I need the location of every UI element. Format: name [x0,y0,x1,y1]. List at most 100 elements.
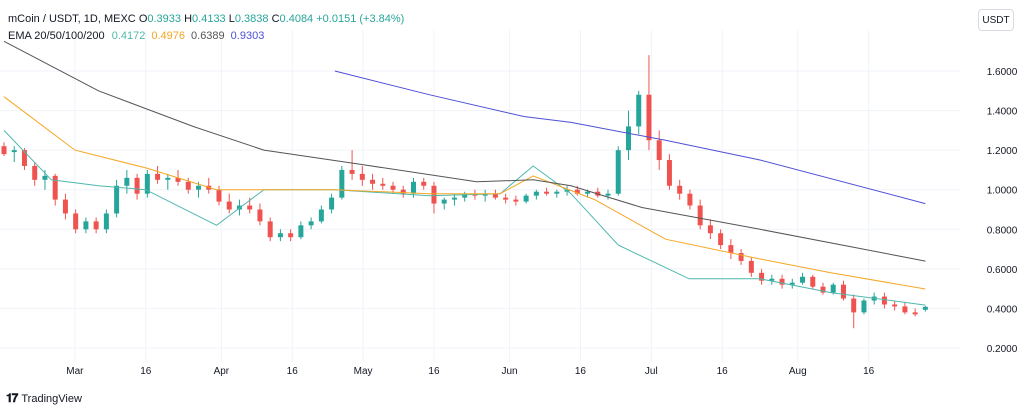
candlestick-series [1,55,928,329]
candle-body [185,181,191,190]
candle [11,146,17,163]
candle-body [308,221,314,226]
candle [677,179,683,200]
x-tick-label: Jun [502,366,518,377]
candle-body [400,189,406,194]
candle [134,173,140,200]
candle-body [687,193,693,206]
candle-body [277,233,283,238]
candle [840,280,846,301]
candle-body [677,185,683,194]
candle-body [411,181,416,194]
candle-body [83,221,89,230]
chart-legend: mCoin / USDT, 1D, MEXC O0.3933 H0.4133 L… [8,11,404,45]
candle-body [605,193,611,196]
candle-body [728,245,734,254]
candle [912,308,918,317]
candle [267,217,273,242]
candle-body [73,213,79,230]
candle-body [144,173,150,194]
candle-body [840,284,846,299]
ema-value-3: 0.9303 [230,30,265,42]
candle-body [441,199,447,204]
candle-body [226,201,232,210]
ema-lines [3,40,926,306]
candle [697,199,703,230]
candle-body [93,221,99,230]
x-tick-label: Apr [214,366,230,377]
candle-body [851,298,857,313]
currency-button[interactable]: USDT [978,9,1014,31]
candle-body [298,225,304,238]
candle-body [810,276,816,287]
candle [615,146,621,196]
candle [738,249,744,265]
candle [646,55,652,151]
candle [329,193,335,214]
candle-body [800,276,806,283]
candle [257,203,263,226]
candle [380,177,386,190]
tradingview-branding[interactable]: 𝟏𝟕 TradingView [6,391,82,406]
candle [492,189,498,200]
candle [114,179,120,218]
ema-line-3 [334,70,926,205]
candle-body [759,272,765,281]
symbol-row: mCoin / USDT, 1D, MEXC O0.3933 H0.4133 L… [8,11,404,28]
candle-body [52,175,58,200]
ema-line-1 [3,96,926,290]
candle [308,217,314,230]
candle-body [462,193,468,198]
candle [625,110,631,161]
candle [861,298,867,315]
candle [1,142,7,157]
candle [533,189,539,200]
candle-body [574,189,580,194]
candle-body [789,282,795,285]
candle-body [503,197,509,200]
candle-body [902,306,908,313]
candle [441,197,447,210]
y-tick-label: 0.6000 [987,265,1018,276]
candle-body [666,160,672,186]
candle [93,217,99,234]
candle [400,185,406,198]
candle-body [155,173,161,180]
x-tick-label: 16 [428,366,440,377]
candle [62,193,68,220]
candle [144,169,150,198]
ohlc-c: C0.4084 [268,13,314,25]
candle [339,165,345,200]
candle-body [267,221,273,238]
candle [656,130,662,170]
y-axis: 1.6000 1.4000 1.2000 1.0000 0.8000 0.6000 0.40… [987,67,1018,355]
candle-body [912,312,918,315]
candle-body [718,233,724,246]
y-tick-label: 1.4000 [987,107,1018,118]
symbol-label: mCoin / USDT, 1D, MEXC [8,13,136,25]
candle-body [359,173,365,180]
candle-body [1,146,7,155]
ema-line-2 [3,40,926,262]
candle-body [533,191,539,196]
x-tick-label: 16 [287,366,299,377]
grid-lines [0,30,960,362]
candle-body [748,260,754,273]
candle-body [636,94,642,127]
candle [124,169,130,194]
candle-body [697,205,703,226]
candle [523,193,529,204]
candle-body [329,197,335,210]
candle [851,294,857,329]
candle [226,193,232,214]
candle [902,302,908,315]
candle-body [554,191,560,194]
ohlc-h: H0.4133 [181,13,226,25]
y-tick-label: 0.2000 [987,344,1018,355]
candle-body [165,177,171,180]
x-tick-label: Mar [66,366,84,377]
candle-body [21,150,27,166]
ohlc-o: O0.3933 [138,13,182,25]
candle [451,193,457,206]
